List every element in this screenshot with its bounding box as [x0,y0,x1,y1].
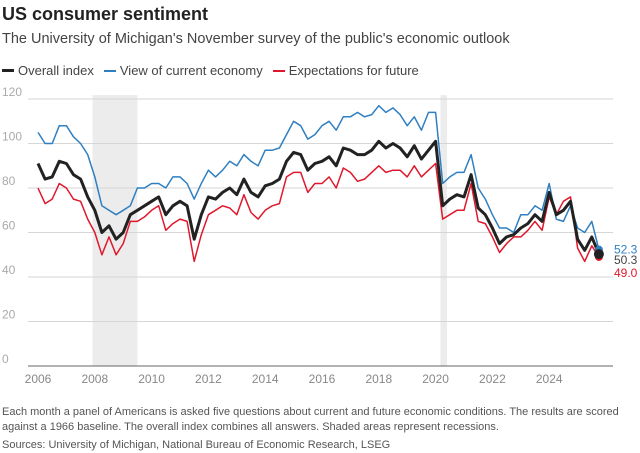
y-tick-label: 120 [2,85,22,99]
legend-swatch [103,69,116,72]
y-tick-label: 100 [2,130,22,144]
x-tick-label: 2012 [195,372,222,386]
legend-item-overall: Overall index [2,63,94,78]
chart-note: Each month a panel of Americans is asked… [2,406,619,433]
x-tick-label: 2018 [365,372,392,386]
x-tick-label: 2022 [479,372,506,386]
end-point-0 [593,249,604,260]
x-tick-label: 2006 [25,372,52,386]
chart-title: US consumer sentiment [2,4,209,24]
legend-item-expectations: Expectations for future [272,63,419,78]
y-tick-label: 60 [2,219,16,233]
x-tick-label: 2010 [138,372,165,386]
end-label: 52.3 [614,243,638,257]
chart-subtitle: The University of Michigan's November su… [2,31,510,47]
legend-item-current: View of current economy [103,63,263,78]
x-tick-label: 2024 [536,372,563,386]
chart-source: Sources: University of Michigan, Nationa… [2,439,391,451]
series-line-1 [37,104,600,250]
y-tick-label: 20 [2,308,16,322]
x-tick-label: 2016 [309,372,336,386]
line-chart: 0 20 40 60 80 100 120 2006 2008 2010 2012 2014 2016 2… [2,85,638,386]
legend-label: Overall index [18,63,94,78]
recession-band [92,95,138,366]
series-line-2 [37,162,600,263]
recession-band [440,95,447,366]
legend-label: View of current economy [119,63,263,78]
x-tick-label: 2008 [81,372,108,386]
y-tick-label: 0 [2,352,9,366]
legend-label: Expectations for future [288,63,419,78]
end-label: 50.3 [614,253,638,267]
end-label: 49.0 [614,266,638,280]
legend-swatch [2,69,14,72]
legend: Overall index View of current economy Ex… [2,63,419,78]
x-tick-label: 2020 [422,372,449,386]
x-tick-label: 2014 [252,372,279,386]
y-tick-label: 80 [2,174,16,188]
series-line-0 [36,139,601,255]
y-tick-label: 40 [2,263,16,277]
legend-swatch [272,69,285,72]
